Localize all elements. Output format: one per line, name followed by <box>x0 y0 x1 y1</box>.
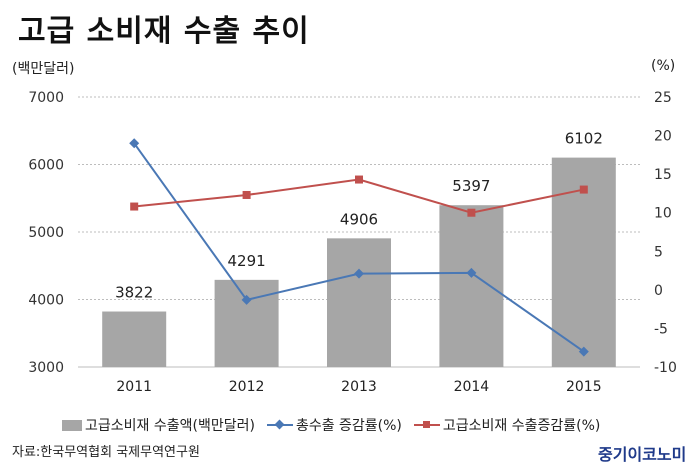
right-axis-unit: (%) <box>651 58 676 74</box>
x-tick-label: 2015 <box>566 379 602 395</box>
legend-item-total-growth: 총수출 증감률(%) <box>266 415 402 435</box>
bar <box>102 311 167 367</box>
legend-label-total-growth: 총수출 증감률(%) <box>295 418 402 434</box>
bar <box>439 205 504 367</box>
total-growth-point <box>578 346 589 357</box>
luxury-growth-point <box>355 175 363 184</box>
luxury-growth-line <box>134 178 585 214</box>
bar <box>214 279 279 367</box>
legend-line-swatch-blue <box>266 419 293 431</box>
total-growth-point <box>354 268 364 279</box>
luxury-growth-point <box>467 208 476 217</box>
total-growth-point <box>129 138 140 149</box>
right-tick-label: -10 <box>654 360 677 376</box>
bar-value-label: 5397 <box>452 177 490 195</box>
legend-item-bar: 고급소비재 수출액(백만달러) <box>62 415 255 435</box>
luxury-growth-point <box>242 190 251 199</box>
bar-value-label: 6102 <box>565 130 603 148</box>
bar <box>327 238 391 367</box>
legend-line-swatch-red <box>413 419 440 431</box>
right-tick-label: 0 <box>654 283 663 299</box>
total-growth-point <box>466 267 477 278</box>
luxury-growth-point <box>579 185 588 194</box>
left-tick-label: 4000 <box>28 293 64 309</box>
x-tick-label: 2014 <box>454 379 490 395</box>
x-tick-label: 2013 <box>341 379 377 395</box>
bar-value-label: 3822 <box>115 284 153 302</box>
left-tick-label: 5000 <box>28 225 64 241</box>
right-tick-label: 20 <box>654 129 672 145</box>
brand-logo-text: 중기이코노미 <box>598 445 687 464</box>
left-tick-label: 7000 <box>28 90 64 106</box>
left-tick-label: 3000 <box>28 360 64 376</box>
right-tick-label: 15 <box>654 167 672 183</box>
legend: 고급소비재 수출액(백만달러) 총수출 증감률(%) 고급소비재 수출증감률(%… <box>62 415 612 435</box>
right-tick-label: 25 <box>654 90 672 106</box>
x-tick-label: 2011 <box>116 379 152 395</box>
source-note: 자료:한국무역협회 국제무역연구원 <box>12 445 200 460</box>
left-axis-unit: (백만달러) <box>12 61 75 77</box>
legend-item-luxury-growth: 고급소비재 수출증감률(%) <box>413 415 601 435</box>
right-tick-label: 5 <box>654 244 663 260</box>
legend-label-bar: 고급소비재 수출액(백만달러) <box>85 418 255 434</box>
x-tick-label: 2012 <box>229 379 265 395</box>
right-tick-label: 10 <box>654 206 672 222</box>
right-tick-label: -5 <box>654 321 668 337</box>
bar-value-label: 4291 <box>228 252 266 270</box>
legend-label-luxury-growth: 고급소비재 수출증감률(%) <box>442 418 601 434</box>
total-growth-point <box>241 294 252 305</box>
luxury-growth-point <box>130 202 139 211</box>
left-tick-label: 6000 <box>28 158 64 174</box>
chart-title: 고급 소비재 수출 추이 <box>18 14 310 49</box>
bar-value-label: 4906 <box>340 210 378 228</box>
legend-bar-swatch <box>62 419 82 431</box>
